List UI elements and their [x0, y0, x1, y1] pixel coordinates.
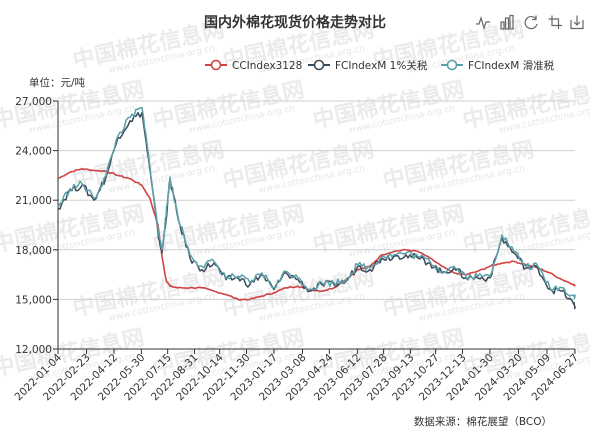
legend-marker [210, 59, 222, 71]
legend-item-3[interactable]: FCIndexM 滑准税 [441, 59, 555, 72]
series-layer [57, 106, 576, 310]
legend-label: FCIndexM 滑准税 [468, 59, 555, 72]
y-tick-label: 18,000 [15, 245, 52, 257]
y-tick-label: 21,000 [15, 195, 52, 207]
unit-label: 单位：元/吨 [29, 76, 86, 89]
data-view-icon[interactable] [570, 15, 584, 30]
y-gridlines [58, 100, 575, 300]
bar-chart-icon[interactable] [500, 14, 514, 30]
legend-item-2[interactable]: FCIndexM 1%关税 [308, 59, 428, 72]
series-line-3 [57, 106, 576, 300]
y-axis-ticks: 12,000 15,000 18,000 21,000 24,000 27,000 [15, 96, 58, 356]
save-image-icon[interactable] [548, 15, 562, 29]
line-chart-icon[interactable] [476, 15, 490, 30]
y-tick-label: 12,000 [15, 344, 52, 356]
legend-marker [446, 59, 458, 71]
y-tick-label: 27,000 [15, 96, 52, 108]
toolbox [476, 14, 584, 30]
y-tick-label: 24,000 [15, 146, 52, 158]
legend-label: CCIndex3128 [232, 60, 302, 72]
legend-item-1[interactable]: CCIndex3128 [205, 59, 302, 72]
y-tick-label: 15,000 [15, 294, 52, 306]
restore-icon[interactable] [524, 15, 538, 30]
legend-marker [313, 59, 325, 71]
chart-title: 国内外棉花现货价格走势对比 [204, 14, 386, 31]
source-label: 数据来源：棉花展望（BCO） [414, 415, 552, 428]
legend-label: FCIndexM 1%关税 [335, 59, 428, 72]
chart-legend: CCIndex3128 FCIndexM 1%关税 FCIndexM 滑准税 [205, 59, 555, 72]
